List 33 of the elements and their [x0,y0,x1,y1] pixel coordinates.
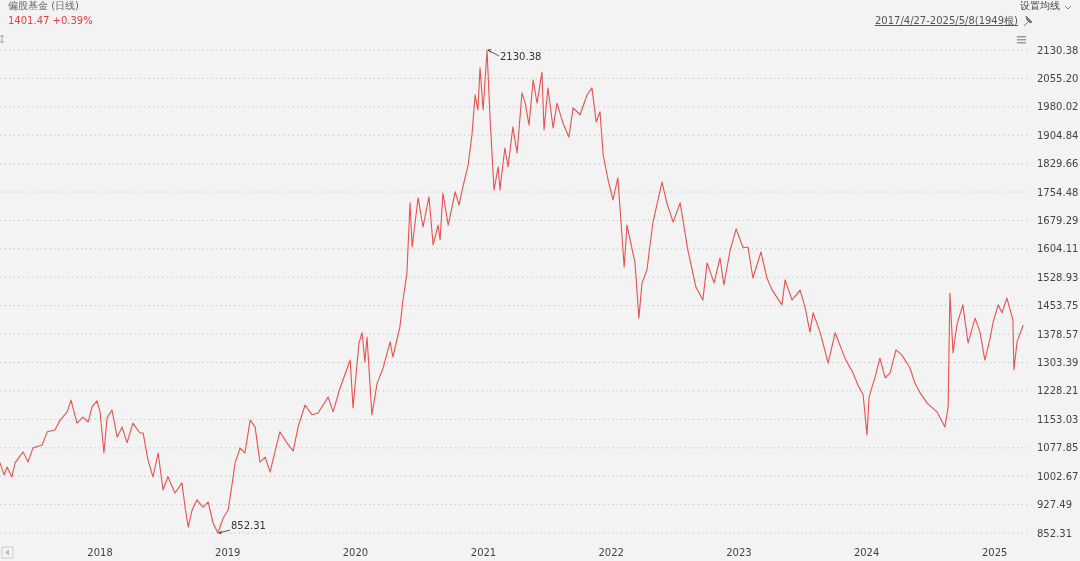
x-tick-label: 2021 [470,547,497,558]
x-tick-label: 2023 [726,547,752,558]
chart-title: 偏股基金 (日线) [8,0,80,11]
y-tick-label: 1679.29 [1037,214,1079,226]
y-tick-label: 1002.67 [1037,470,1079,482]
x-tick-label: 2018 [87,547,113,558]
y-tick-label: 2130.38 [1037,44,1079,56]
chart-subtitle: 1401.47 +0.39% [8,15,93,26]
y-tick-label: 1378.57 [1037,328,1079,340]
x-tick-label: 2019 [215,547,241,558]
annotation: 852.31 [230,520,266,531]
y-tick-label: 1228.21 [1037,385,1079,397]
y-tick-label: 1077.85 [1037,442,1079,454]
text: 设置均线 [1020,0,1060,11]
y-tick-label: 2055.20 [1037,72,1079,84]
x-tick-label: 2024 [853,547,880,558]
x-tick-label: 2022 [598,547,624,558]
y-tick-label: 1904.84 [1037,129,1079,141]
y-tick-label: 852.31 [1037,527,1072,539]
annotation: 2130.38 [500,51,542,62]
y-tick-label: 1453.75 [1037,300,1079,312]
y-tick-label: 1153.03 [1037,413,1079,425]
y-tick-label: 1303.39 [1037,357,1079,369]
y-tick-label: 1829.66 [1037,158,1079,170]
y-tick-label: 1754.48 [1037,186,1079,198]
x-tick-label: 2025 [981,547,1008,558]
y-tick-label: 1604.11 [1037,243,1079,255]
y-tick-label: 1528.93 [1037,271,1079,283]
y-tick-label: 927.49 [1037,499,1072,511]
text: 2017/4/27-2025/5/8(1949根) [874,15,1019,26]
y-tick-label: 1980.02 [1037,101,1079,113]
x-tick-label: 2020 [342,547,369,558]
line-series [0,49,1024,535]
